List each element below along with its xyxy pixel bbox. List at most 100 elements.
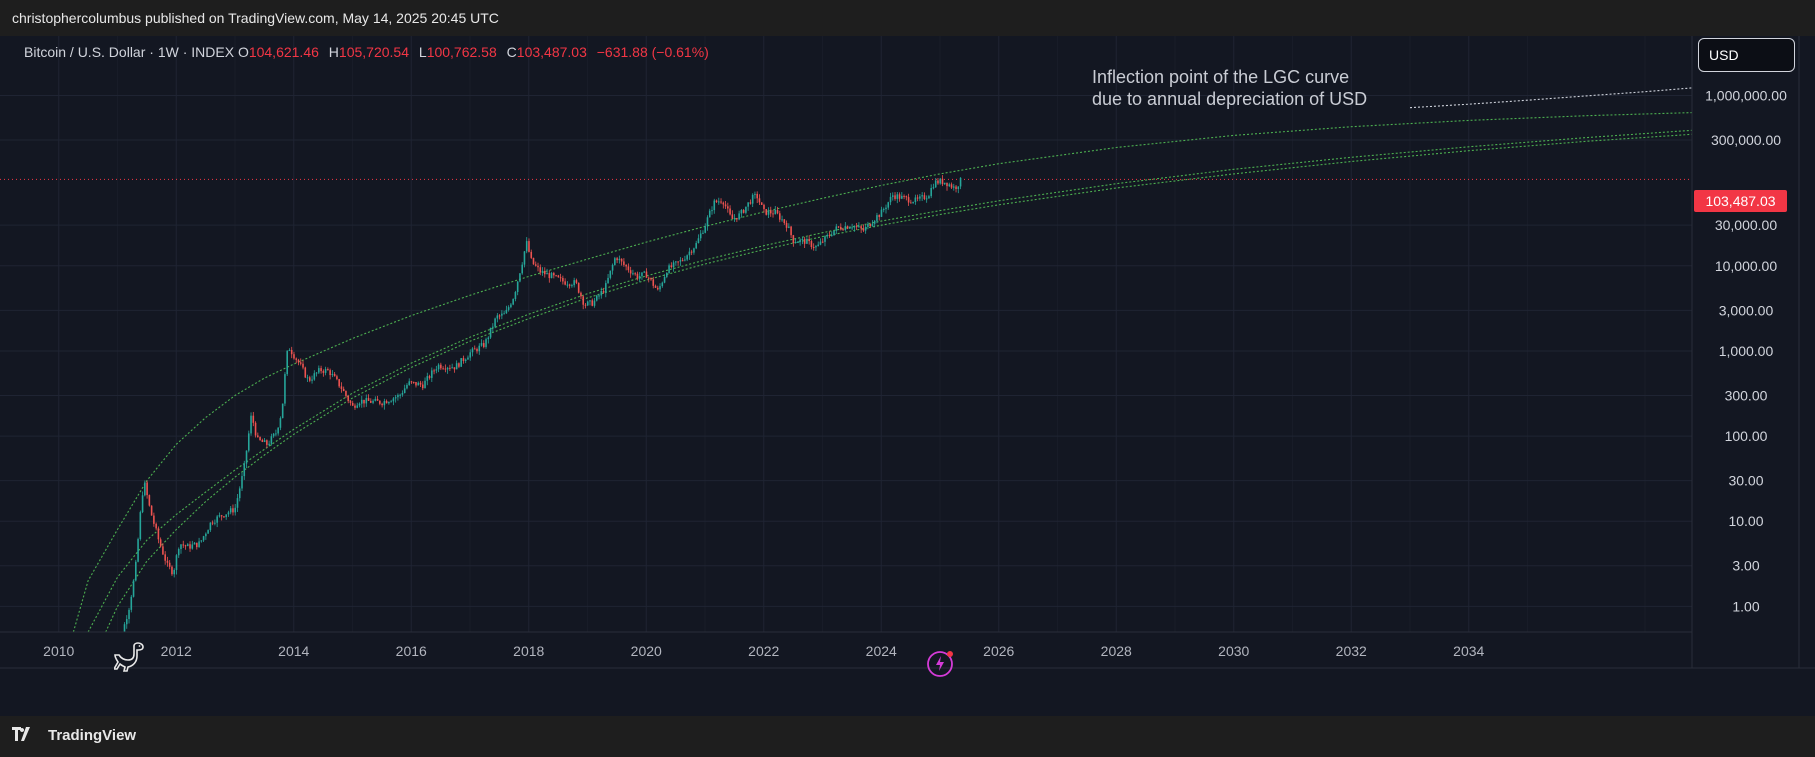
- x-tick-label: 2010: [43, 643, 74, 659]
- candle-body: [557, 275, 560, 278]
- candle-body: [733, 217, 736, 219]
- published-text: christophercolumbus published on Trading…: [12, 10, 499, 26]
- low-value: 100,762.58: [426, 44, 497, 60]
- candle-body: [128, 609, 130, 620]
- candle-body: [833, 230, 835, 236]
- candle-body: [379, 400, 381, 404]
- x-tick-label: 2014: [278, 643, 309, 659]
- candle-body: [797, 241, 799, 243]
- candle-body: [846, 226, 849, 229]
- candle-body: [681, 260, 684, 262]
- candle-body: [794, 242, 797, 244]
- candle-body: [374, 398, 377, 401]
- candle-body: [205, 533, 207, 537]
- candle-body: [550, 273, 553, 279]
- candle-body: [729, 208, 731, 215]
- candle-body: [392, 398, 395, 402]
- candle-body: [738, 213, 740, 220]
- candle-body: [446, 367, 449, 370]
- candle-body: [871, 223, 874, 227]
- candle-body: [812, 247, 815, 249]
- candle-body: [663, 276, 666, 283]
- candle-body: [758, 198, 761, 203]
- currency-button[interactable]: USD: [1698, 38, 1795, 72]
- candle-body: [363, 399, 365, 404]
- candle-body: [584, 304, 587, 306]
- candle-body: [842, 229, 844, 231]
- candle-body: [308, 377, 311, 381]
- candle-body: [562, 277, 564, 282]
- candle-body: [684, 259, 686, 261]
- candle-body: [257, 435, 259, 438]
- low-label: L: [418, 44, 427, 60]
- candle-body: [706, 217, 709, 227]
- candle-body: [148, 495, 151, 506]
- candle-body: [937, 180, 939, 184]
- candle-body: [851, 227, 853, 229]
- candle-body: [605, 283, 607, 293]
- candle-body: [919, 196, 921, 199]
- candle-body: [792, 235, 795, 243]
- candle-body: [817, 244, 820, 247]
- candle-body: [247, 433, 250, 451]
- candle-body: [611, 264, 614, 271]
- candle-body: [864, 226, 867, 231]
- candle-body: [948, 184, 951, 187]
- candle-body: [627, 266, 630, 271]
- candle-body: [162, 546, 164, 555]
- candle-body: [189, 544, 191, 549]
- candle-body: [586, 301, 589, 306]
- candle-body: [329, 370, 331, 376]
- x-tick-label: 2016: [396, 643, 427, 659]
- ohlc-legend: Bitcoin / U.S. Dollar · 1W · INDEX O104,…: [24, 44, 709, 60]
- candle-body: [760, 202, 763, 205]
- candle-body: [776, 210, 779, 214]
- candle-body: [191, 544, 194, 549]
- candle-body: [618, 258, 621, 261]
- candle-body: [137, 539, 139, 562]
- candle-body: [519, 273, 521, 282]
- candle-body: [819, 241, 822, 245]
- candle-body: [130, 596, 133, 610]
- candle-body: [263, 440, 266, 442]
- candle-body: [324, 369, 327, 373]
- y-tick-label: 1,000.00: [1719, 343, 1774, 359]
- candle-body: [541, 270, 544, 273]
- candle-body: [720, 201, 722, 203]
- candle-body: [715, 200, 718, 203]
- candle-body: [654, 285, 657, 288]
- flash-icon[interactable]: [926, 648, 956, 683]
- candle-body: [494, 318, 496, 327]
- chart-canvas[interactable]: 2010 2012 2014 2016 2018 2020 2022 2024 2026 2028…: [0, 36, 1815, 716]
- candle-body: [620, 258, 623, 262]
- candle-body: [555, 275, 557, 277]
- candle-body: [132, 580, 135, 597]
- x-tick-label: 2012: [161, 643, 192, 659]
- candle-body: [207, 530, 209, 534]
- candle-body: [157, 528, 160, 540]
- candle-body: [232, 508, 234, 513]
- candle-body: [297, 359, 300, 363]
- candle-body: [182, 544, 185, 546]
- candle-body: [505, 309, 508, 314]
- candle-body: [360, 399, 363, 404]
- candle-body: [464, 359, 467, 361]
- candle-body: [458, 363, 460, 367]
- candle-body: [388, 401, 390, 404]
- candle-body: [487, 337, 490, 340]
- candle-body: [876, 215, 878, 221]
- candle-body: [790, 226, 792, 236]
- candle-body: [910, 202, 912, 204]
- candle-body: [645, 271, 648, 278]
- candle-body: [774, 210, 777, 215]
- candle-body: [675, 261, 677, 263]
- tradingview-brand[interactable]: TradingView: [12, 727, 136, 744]
- candle-body: [765, 209, 768, 215]
- candle-body: [492, 326, 494, 328]
- candle-body: [643, 271, 646, 273]
- candle-body: [647, 277, 650, 279]
- high-value: 105,720.54: [338, 44, 409, 60]
- candle-body: [498, 315, 501, 317]
- x-tick-label: 2030: [1218, 643, 1249, 659]
- candle-body: [284, 374, 286, 404]
